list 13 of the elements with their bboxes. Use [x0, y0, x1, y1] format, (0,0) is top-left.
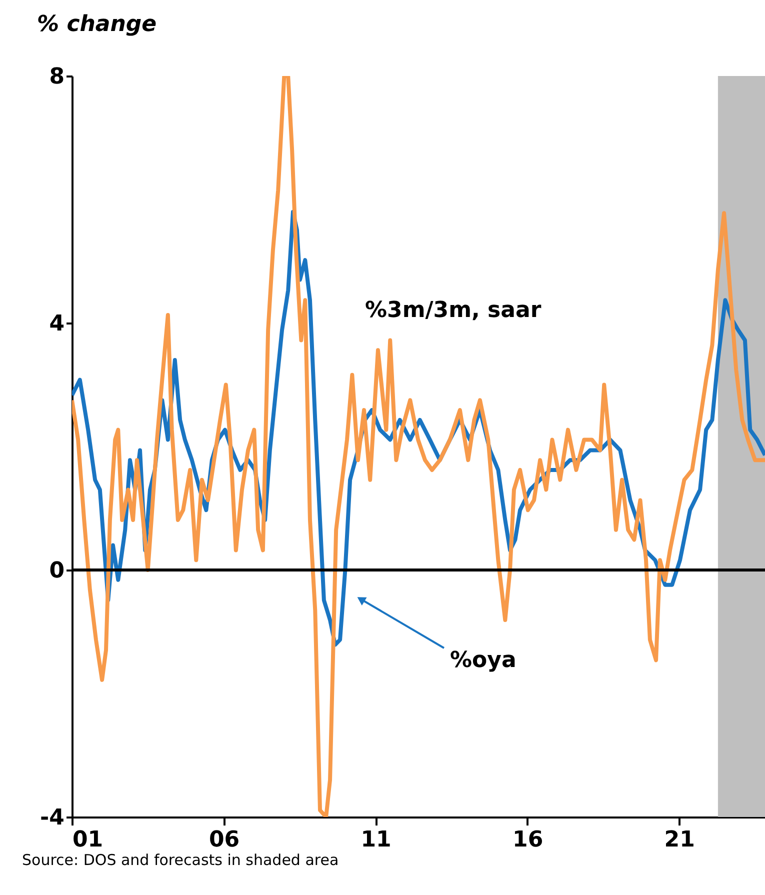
- source-note: Source: DOS and forecasts in shaded area: [22, 851, 339, 869]
- series-label: %3m/3m, saar: [365, 298, 542, 323]
- y-tick-label: 4: [49, 312, 64, 336]
- y-tick-label: 0: [49, 558, 64, 584]
- y-tick-label: -4: [40, 806, 64, 830]
- text: %oya: [450, 648, 516, 673]
- x-tick-label: 01: [72, 828, 104, 852]
- x-tick-label: 16: [512, 828, 544, 852]
- x-tick-label: 06: [208, 828, 240, 852]
- y-tick-label: 8: [49, 64, 64, 90]
- x-tick-label: 11: [360, 828, 392, 852]
- x-tick-label: 21: [664, 828, 695, 852]
- chart-title: % change: [37, 12, 157, 37]
